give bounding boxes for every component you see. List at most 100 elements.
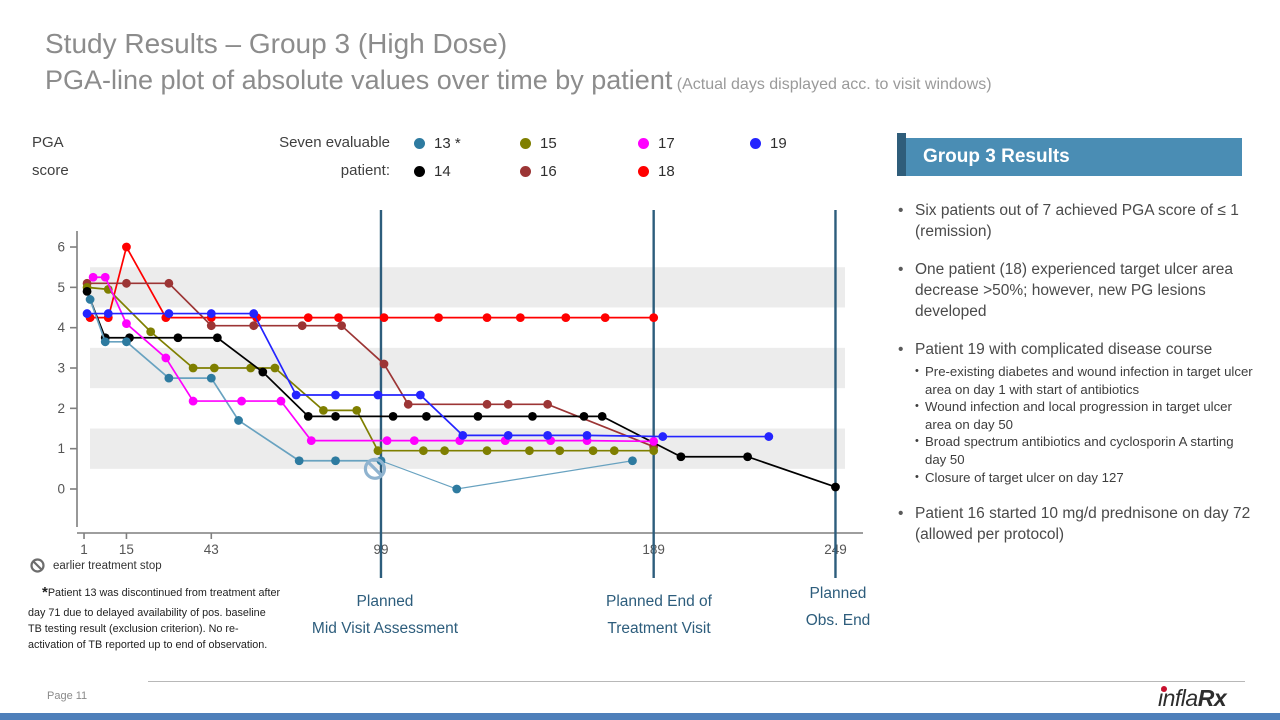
- y-tick-label: 5: [57, 280, 65, 295]
- bullet-text: Patient 19 with complicated disease cour…: [915, 339, 1256, 486]
- data-point: [600, 313, 610, 322]
- data-point: [303, 313, 313, 322]
- legend-item-patient-13: 13 *: [414, 129, 520, 157]
- label-planned-obs-end: Planned Obs. End: [805, 585, 871, 629]
- data-point: [543, 399, 553, 409]
- data-point: [452, 484, 462, 494]
- legend-label: 15: [540, 134, 557, 152]
- title-block: Study Results – Group 3 (High Dose) PGA-…: [45, 26, 992, 103]
- treatment-stop-marker: [363, 457, 387, 480]
- data-point: [743, 452, 752, 462]
- sub-bullet: • Broad spectrum antibiotics and cyclospo…: [915, 433, 1256, 468]
- sub-bullet-text: Pre-existing diabetes and wound infectio…: [925, 364, 1253, 397]
- stop-marker-legend: earlier treatment stop: [30, 558, 162, 573]
- data-point: [597, 412, 607, 421]
- reference-lines: [379, 210, 837, 578]
- data-point: [555, 446, 565, 456]
- legend-label: 13 *: [434, 134, 461, 152]
- data-point: [122, 242, 131, 252]
- data-point: [337, 321, 346, 331]
- data-point: [294, 456, 304, 466]
- y-tick-label: 6: [57, 240, 65, 255]
- data-point: [482, 313, 492, 322]
- data-point: [297, 321, 307, 331]
- data-point: [403, 399, 413, 409]
- page-number: Page 11: [47, 690, 88, 702]
- data-point: [258, 367, 268, 377]
- data-point: [649, 437, 659, 446]
- data-point: [379, 313, 389, 322]
- results-header-accent: [897, 133, 906, 176]
- data-point: [206, 309, 216, 318]
- legend-dot: [520, 165, 531, 177]
- sub-bullet-marker: •: [915, 365, 919, 377]
- bullet-text: One patient (18) experienced target ulce…: [915, 261, 1233, 320]
- legend-label: 16: [540, 162, 557, 180]
- legend-dot: [638, 137, 649, 149]
- data-point: [82, 286, 92, 296]
- data-point: [579, 412, 589, 421]
- data-point: [676, 452, 686, 462]
- data-point: [331, 412, 340, 421]
- data-point: [515, 313, 525, 322]
- legend-item-patient-17: 17: [638, 129, 750, 157]
- data-point: [543, 430, 553, 440]
- y-tick-label: 1: [57, 441, 65, 456]
- data-point: [503, 430, 513, 440]
- series-patient-13: [85, 295, 637, 494]
- data-point: [122, 278, 131, 288]
- series-patient-16: [82, 278, 659, 452]
- y-tick-label: 3: [57, 361, 65, 376]
- data-point: [85, 295, 95, 304]
- data-point: [122, 319, 131, 329]
- legend-dot: [414, 137, 425, 149]
- footnote-patient-13: *Patient 13 was discontinued from treatm…: [28, 584, 281, 651]
- sub-bullet-text: Closure of target ulcer on day 127: [925, 469, 1124, 485]
- data-point: [352, 405, 362, 415]
- data-point: [206, 321, 216, 331]
- data-point: [88, 272, 98, 282]
- bullet-text: Patient 16 started 10 mg/d prednisone on…: [915, 505, 1251, 544]
- legend-item-patient-18: 18: [638, 157, 750, 185]
- bottom-accent-bar: [0, 713, 1280, 720]
- legend-dot: [638, 165, 649, 177]
- results-bullet-list: • Six patients out of 7 achieved PGA scor…: [898, 200, 1256, 562]
- data-point: [382, 436, 392, 446]
- legend-dot: [750, 137, 761, 149]
- series-patient-19: [82, 309, 774, 441]
- legend-item-patient-16: 16: [520, 157, 638, 185]
- data-point: [331, 456, 340, 466]
- data-point: [291, 390, 301, 400]
- data-point: [525, 446, 534, 456]
- data-point: [103, 309, 113, 318]
- sub-bullet: • Closure of target ulcer on day 127: [915, 469, 1256, 487]
- data-point: [440, 446, 449, 456]
- data-point: [188, 396, 198, 406]
- y-tick-label: 0: [57, 482, 65, 497]
- results-bullet-2: • One patient (18) experienced target ulc…: [898, 259, 1256, 322]
- sub-bullet-marker: •: [915, 435, 919, 448]
- data-point: [482, 446, 492, 456]
- data-point: [161, 353, 171, 363]
- data-point: [173, 333, 183, 343]
- data-point: [528, 412, 537, 421]
- data-point: [319, 405, 328, 415]
- data-point: [409, 436, 419, 446]
- legend-item-patient-15: 15: [520, 129, 638, 157]
- data-point: [212, 333, 222, 343]
- bullet-marker: •: [898, 341, 904, 358]
- data-point: [100, 337, 110, 347]
- legend-caption: Seven evaluable patient:: [279, 134, 390, 179]
- x-tick-label: 1: [80, 542, 88, 557]
- axes: 01234561154399189249: [57, 231, 863, 557]
- results-panel-header: Group 3 Results: [906, 138, 1242, 176]
- legend-label: 14: [434, 162, 451, 180]
- data-point: [249, 309, 259, 318]
- sub-bullet-list: • Pre-existing diabetes and wound infecti…: [915, 363, 1256, 486]
- subtitle-main: PGA-line plot of absolute values over ti…: [45, 65, 673, 95]
- data-point: [764, 432, 774, 441]
- data-point: [831, 482, 840, 492]
- data-point: [331, 390, 340, 400]
- bullet-marker: •: [898, 505, 904, 523]
